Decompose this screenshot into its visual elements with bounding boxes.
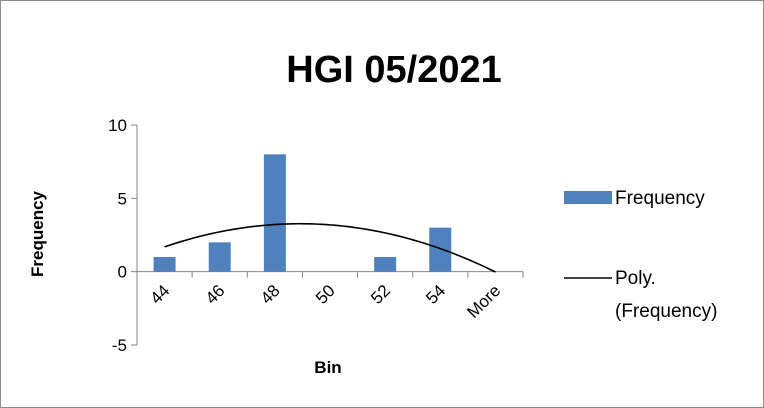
x-tick-label: More <box>463 281 504 322</box>
legend: Frequency Poly. (Frequency) <box>564 188 717 322</box>
bar-48 <box>263 154 286 272</box>
x-tick-label: 48 <box>257 281 284 308</box>
bar-46 <box>208 242 231 272</box>
y-tick-label: 5 <box>118 189 127 208</box>
y-tick-label: 10 <box>108 116 127 135</box>
y-tick-label: 0 <box>118 263 127 282</box>
plot-area: -5 0 5 10 44 46 48 50 52 54 More <box>108 116 524 355</box>
x-tick-label: 50 <box>312 281 339 308</box>
bar-44 <box>153 257 176 272</box>
bar-54 <box>429 227 452 272</box>
x-axis-title: Bin <box>314 358 341 377</box>
x-tick-label: 44 <box>147 281 174 308</box>
y-axis-title: Frequency <box>28 190 47 277</box>
trendline-poly <box>164 222 496 273</box>
x-tick-label: 54 <box>422 281 449 308</box>
legend-label-trendline-line2: (Frequency) <box>615 301 717 322</box>
legend-label-frequency: Frequency <box>615 188 705 209</box>
x-tick-label: 52 <box>367 281 394 308</box>
legend-swatch-frequency <box>564 191 612 204</box>
chart-title: HGI 05/2021 <box>286 49 501 91</box>
y-tick-label: -5 <box>112 336 127 355</box>
x-tick-label: 46 <box>202 281 229 308</box>
legend-label-trendline-line1: Poly. <box>615 268 656 289</box>
bar-52 <box>374 257 397 272</box>
